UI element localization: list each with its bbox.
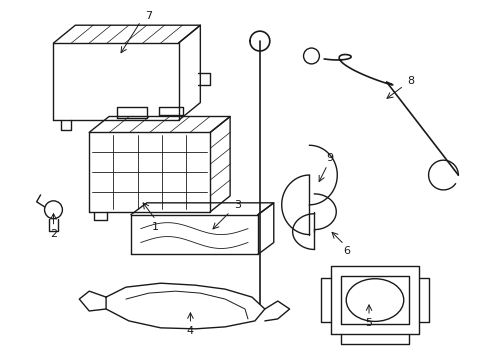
Text: 9: 9	[325, 153, 332, 163]
Text: 3: 3	[234, 200, 241, 210]
Text: 5: 5	[365, 318, 372, 328]
Text: 6: 6	[343, 247, 350, 256]
Text: 4: 4	[186, 326, 194, 336]
Text: 8: 8	[407, 76, 413, 86]
Text: 7: 7	[145, 11, 152, 21]
Text: 2: 2	[50, 229, 57, 239]
Text: 1: 1	[152, 222, 159, 231]
Ellipse shape	[346, 279, 403, 321]
